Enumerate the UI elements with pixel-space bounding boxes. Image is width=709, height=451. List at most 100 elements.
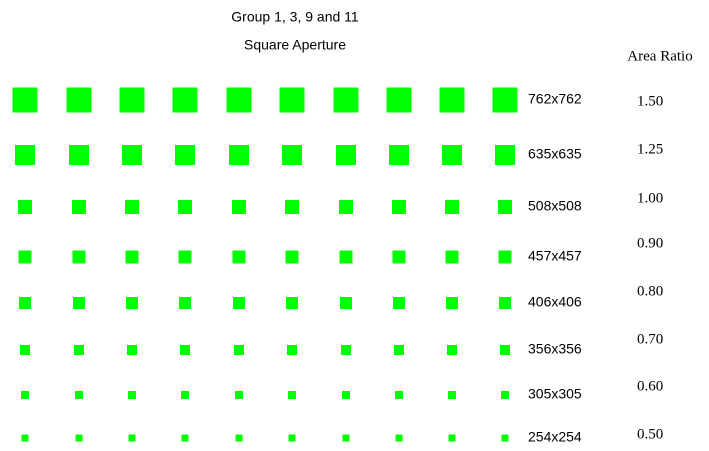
aperture-square bbox=[498, 250, 512, 264]
aperture-square bbox=[442, 145, 462, 165]
aperture-square bbox=[336, 145, 356, 165]
row-label: 762x762 bbox=[528, 91, 582, 107]
row-label: 508x508 bbox=[528, 198, 582, 214]
aperture-square bbox=[75, 434, 83, 442]
aperture-square bbox=[340, 297, 352, 309]
aperture-square bbox=[339, 200, 353, 214]
aperture-square bbox=[279, 87, 305, 113]
aperture-square bbox=[125, 250, 139, 264]
aperture-square bbox=[179, 297, 191, 309]
aperture-square bbox=[18, 200, 32, 214]
aperture-square bbox=[235, 391, 243, 399]
area-ratio: 1.25 bbox=[637, 141, 663, 157]
aperture-square bbox=[495, 145, 515, 165]
aperture-square bbox=[501, 434, 509, 442]
row-label: 254x254 bbox=[528, 429, 582, 445]
aperture-square bbox=[122, 145, 142, 165]
aperture-square bbox=[226, 87, 252, 113]
aperture-square bbox=[66, 87, 92, 113]
title: Group 1, 3, 9 and 11 bbox=[231, 9, 359, 25]
aperture-square bbox=[15, 145, 35, 165]
aperture-square bbox=[286, 297, 298, 309]
aperture-square bbox=[235, 434, 243, 442]
aperture-square bbox=[12, 87, 38, 113]
aperture-square bbox=[501, 391, 509, 399]
aperture-square bbox=[285, 200, 299, 214]
aperture-square bbox=[498, 200, 512, 214]
aperture-square bbox=[394, 345, 404, 355]
aperture-square bbox=[119, 87, 145, 113]
aperture-square bbox=[288, 434, 296, 442]
aperture-square bbox=[232, 200, 246, 214]
subtitle: Square Aperture bbox=[244, 37, 346, 53]
area-ratio: 0.50 bbox=[637, 426, 663, 442]
row-label: 356x356 bbox=[528, 341, 582, 357]
aperture-square bbox=[500, 345, 510, 355]
aperture-square bbox=[447, 345, 457, 355]
aperture-square bbox=[439, 87, 465, 113]
aperture-square bbox=[128, 434, 136, 442]
aperture-square bbox=[333, 87, 359, 113]
area-ratio: 0.90 bbox=[637, 235, 663, 251]
aperture-square bbox=[69, 145, 89, 165]
aperture-square bbox=[72, 250, 86, 264]
aperture-square bbox=[20, 345, 30, 355]
aperture-square bbox=[341, 345, 351, 355]
aperture-square bbox=[386, 87, 412, 113]
aperture-square bbox=[288, 391, 296, 399]
aperture-square bbox=[21, 434, 29, 442]
aperture-square bbox=[395, 391, 403, 399]
aperture-square bbox=[389, 145, 409, 165]
aperture-square bbox=[125, 200, 139, 214]
aperture-square bbox=[446, 297, 458, 309]
aperture-square bbox=[73, 297, 85, 309]
aperture-square bbox=[282, 145, 302, 165]
row-label: 305x305 bbox=[528, 386, 582, 402]
aperture-square bbox=[21, 391, 29, 399]
aperture-square bbox=[342, 391, 350, 399]
aperture-square bbox=[178, 200, 192, 214]
aperture-square bbox=[178, 250, 192, 264]
aperture-square bbox=[72, 200, 86, 214]
row-label: 635x635 bbox=[528, 146, 582, 162]
aperture-square bbox=[342, 434, 350, 442]
aperture-square bbox=[285, 250, 299, 264]
aperture-square bbox=[445, 200, 459, 214]
row-label: 406x406 bbox=[528, 294, 582, 310]
area-ratio: 0.80 bbox=[637, 283, 663, 299]
aperture-square bbox=[448, 434, 456, 442]
area-ratio: 0.60 bbox=[637, 378, 663, 394]
aperture-square bbox=[175, 145, 195, 165]
aperture-square bbox=[392, 200, 406, 214]
aperture-square bbox=[234, 345, 244, 355]
aperture-square bbox=[180, 345, 190, 355]
aperture-square bbox=[229, 145, 249, 165]
row-label: 457x457 bbox=[528, 248, 582, 264]
aperture-square bbox=[172, 87, 198, 113]
aperture-square bbox=[181, 434, 189, 442]
aperture-square bbox=[18, 250, 32, 264]
aperture-square bbox=[395, 434, 403, 442]
aperture-square bbox=[492, 87, 518, 113]
aperture-square bbox=[445, 250, 459, 264]
aperture-square bbox=[339, 250, 353, 264]
aperture-square bbox=[392, 250, 406, 264]
aperture-square bbox=[233, 297, 245, 309]
aperture-square bbox=[74, 345, 84, 355]
area-ratio: 1.50 bbox=[637, 93, 663, 109]
aperture-square bbox=[127, 345, 137, 355]
aperture-square bbox=[128, 391, 136, 399]
area-ratio: 0.70 bbox=[637, 331, 663, 347]
aperture-square bbox=[287, 345, 297, 355]
aperture-square bbox=[75, 391, 83, 399]
aperture-square bbox=[19, 297, 31, 309]
aperture-square bbox=[181, 391, 189, 399]
aperture-square bbox=[448, 391, 456, 399]
aperture-square bbox=[232, 250, 246, 264]
aperture-square bbox=[393, 297, 405, 309]
column-header: Area Ratio bbox=[627, 48, 692, 64]
aperture-square bbox=[126, 297, 138, 309]
area-ratio: 1.00 bbox=[637, 190, 663, 206]
aperture-square bbox=[499, 297, 511, 309]
